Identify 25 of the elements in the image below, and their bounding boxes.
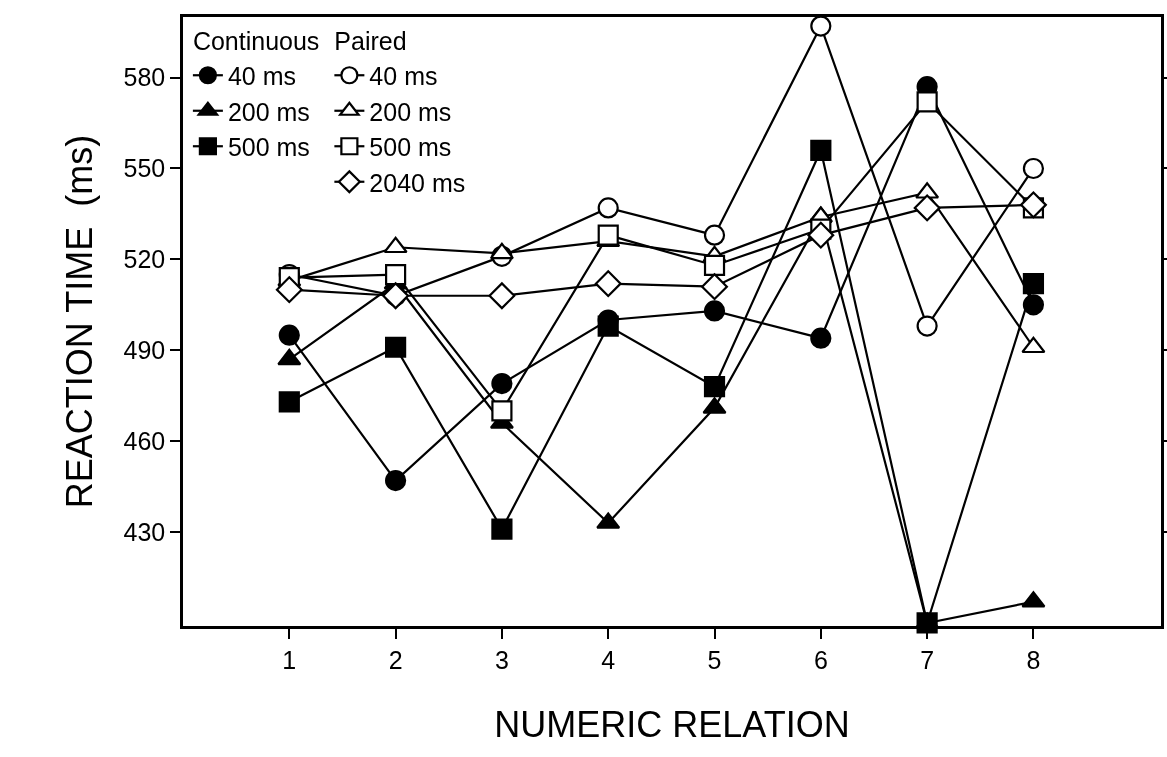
x-tick-label: 8 <box>1026 645 1041 674</box>
x-tick-label: 4 <box>601 645 616 674</box>
x-tick-label: 3 <box>494 645 509 674</box>
annotation: Continuous <box>192 26 320 55</box>
y-tick-label: 550 <box>123 154 166 183</box>
x-tick-label: 5 <box>707 645 722 674</box>
legend-label: 40 ms <box>369 62 438 90</box>
legend-label: 500 ms <box>227 133 310 161</box>
x-tick-label: 6 <box>813 645 828 674</box>
y-tick-label: 460 <box>123 426 166 455</box>
y-tick-label: 580 <box>123 63 166 92</box>
legend-label: 200 ms <box>369 97 452 126</box>
legend-label: 200 ms <box>227 97 310 126</box>
legend-label: 2040 ms <box>369 168 466 197</box>
annotation: Paired <box>334 26 407 55</box>
legend-label: 500 ms <box>369 133 452 161</box>
y-tick-label: 520 <box>123 245 166 274</box>
y-tick-label: 490 <box>123 336 166 365</box>
legend-label: 40 ms <box>227 62 296 90</box>
x-tick-label: 7 <box>920 645 935 674</box>
x-tick-label: 2 <box>388 645 403 674</box>
x-tick-label: 1 <box>282 645 297 674</box>
y-axis-title: REACTION TIME (ms) <box>59 134 101 509</box>
x-axis-title: NUMERIC RELATION <box>494 704 850 746</box>
y-tick-label: 430 <box>123 517 166 546</box>
